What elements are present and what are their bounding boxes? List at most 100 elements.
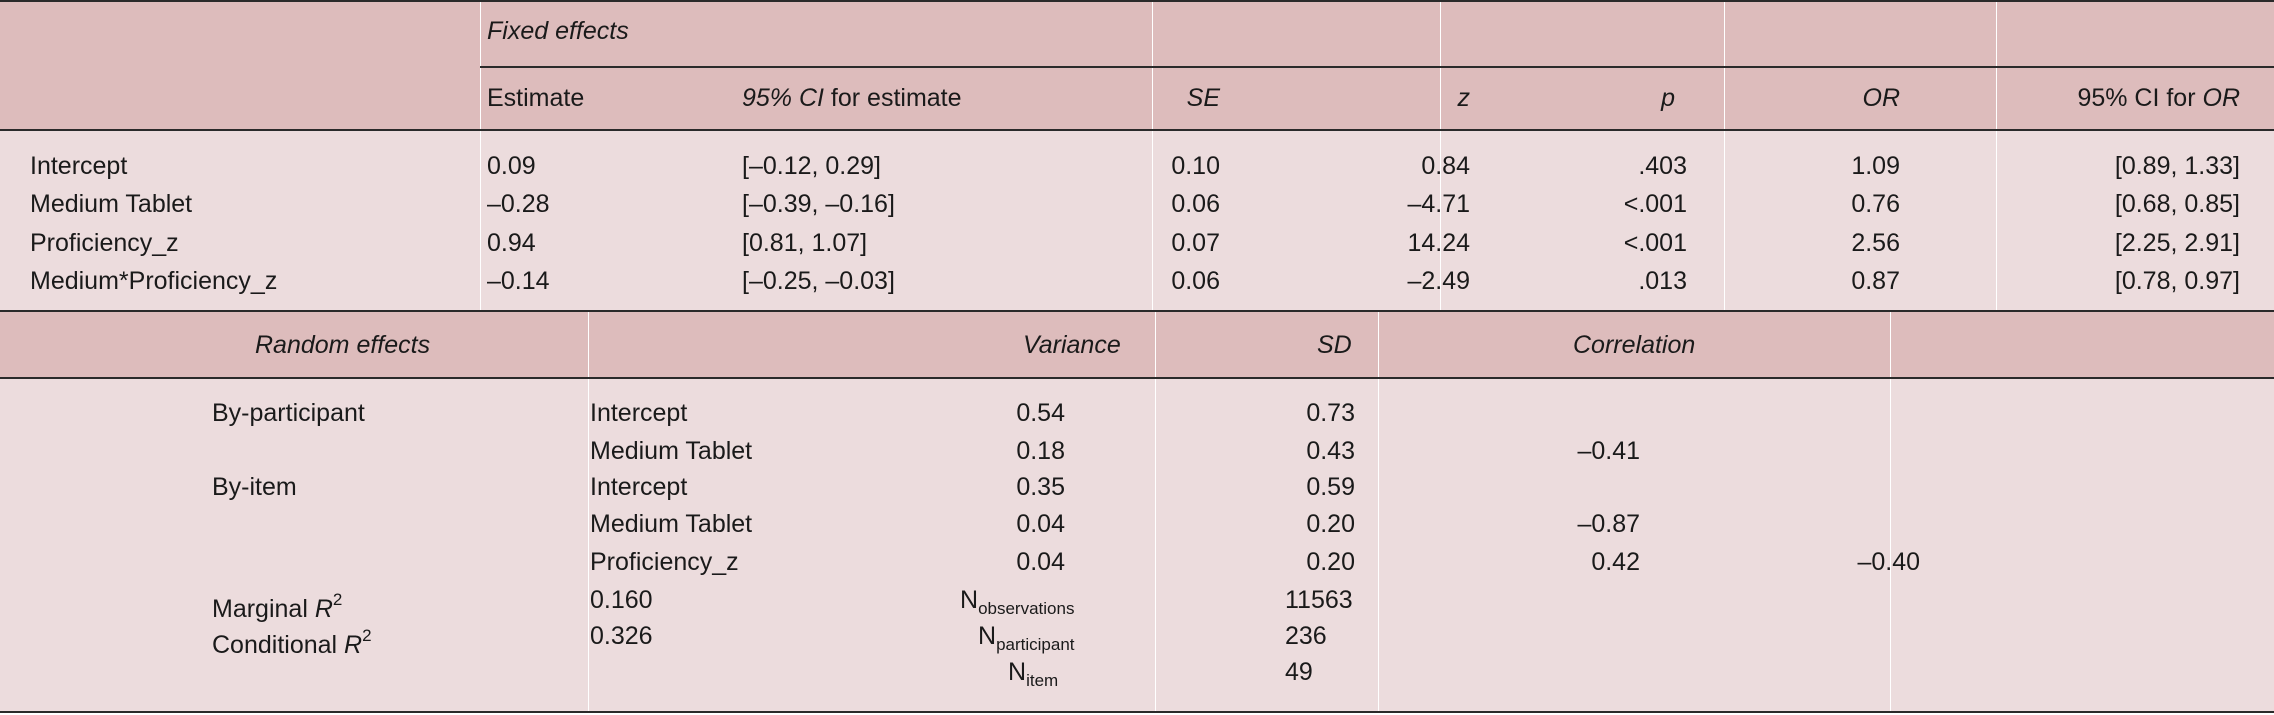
random-group-label: By-participant (212, 399, 365, 427)
n-observations-label: Nobservations (960, 585, 1074, 624)
random-variance-cell: 0.35 (1016, 473, 1065, 501)
random-variance-cell: 0.54 (1016, 399, 1065, 427)
col-header-ci-estimate-rest: for estimate (823, 84, 962, 112)
fixed-ci-estimate-cell: [–0.39, –0.16] (742, 190, 895, 218)
column-separator (1890, 311, 1891, 711)
col-header-estimate: Estimate (487, 84, 585, 112)
fixed-z-cell: 14.24 (1407, 229, 1470, 257)
fixed-row-label: Intercept (30, 152, 128, 180)
random-term-label: Proficiency_z (590, 548, 739, 576)
fixed-se-cell: 0.10 (1171, 152, 1220, 180)
col-header-or: OR (1862, 84, 1901, 112)
col-header-ci-estimate: 95% CI for estimate (742, 83, 962, 113)
marginal-label-text: Marginal (212, 595, 315, 623)
col-header-ci-or-plain: 95% CI for (2077, 84, 2203, 112)
n-symbol: N (978, 622, 997, 650)
fixed-estimate-cell: 0.94 (487, 229, 536, 257)
fixed-header-bottom-rule (0, 129, 2274, 131)
fixed-ci-or-cell: [2.25, 2.91] (2114, 229, 2240, 257)
random-sd-cell: 0.43 (1306, 437, 1355, 465)
top-rule (0, 0, 2274, 2)
fixed-ci-or-cell: [0.78, 0.97] (2114, 267, 2240, 295)
random-group-label: By-item (212, 473, 297, 501)
random-sd-cell: 0.73 (1306, 399, 1355, 427)
random-effects-title: Random effects (255, 331, 431, 359)
col-header-p: p (1661, 84, 1675, 112)
random-body-band (0, 379, 2274, 711)
random-variance-cell: 0.04 (1016, 510, 1065, 538)
random-corr1-cell: 0.42 (1591, 548, 1640, 576)
fixed-z-cell: –4.71 (1407, 190, 1470, 218)
squared-superscript: 2 (332, 590, 343, 609)
column-separator (588, 311, 589, 711)
fixed-z-cell: 0.84 (1421, 152, 1470, 180)
fixed-estimate-cell: –0.14 (487, 267, 550, 295)
random-corr1-cell: –0.41 (1577, 437, 1640, 465)
fixed-or-cell: 0.87 (1851, 267, 1900, 295)
col-header-se: SE (1186, 84, 1220, 112)
fixed-z-cell: –2.49 (1407, 267, 1470, 295)
fixed-p-cell: .403 (1638, 152, 1687, 180)
random-variance-cell: 0.18 (1016, 437, 1065, 465)
col-header-ci-estimate-italic: 95% CI (742, 84, 824, 112)
fixed-se-cell: 0.06 (1171, 190, 1220, 218)
random-variance-cell: 0.04 (1016, 548, 1065, 576)
fixed-ci-estimate-cell: [–0.12, 0.29] (742, 152, 882, 180)
col-header-ci-or: 95% CI for OR (1960, 83, 2240, 113)
fixed-or-cell: 1.09 (1851, 152, 1900, 180)
random-term-label: Intercept (590, 473, 688, 501)
fixed-header-subrule (480, 66, 2274, 68)
random-corr2-cell: –0.40 (1857, 548, 1920, 576)
fixed-effects-title: Fixed effects (487, 17, 629, 45)
column-separator (480, 2, 481, 311)
fixed-ci-estimate-cell: [–0.25, –0.03] (742, 267, 895, 295)
marginal-r2-value: 0.160 (590, 586, 653, 614)
n-participant-subscript: participant (996, 635, 1075, 654)
fixed-or-cell: 0.76 (1851, 190, 1900, 218)
fixed-ci-or-cell: [0.68, 0.85] (2114, 190, 2240, 218)
n-item-label: Nitem (1008, 657, 1058, 696)
col-header-variance: Variance (1023, 331, 1121, 359)
random-term-label: Medium Tablet (590, 437, 753, 465)
marginal-r2-label: Marginal R2 (212, 585, 342, 624)
column-separator (1152, 2, 1153, 311)
n-symbol: N (960, 586, 979, 614)
random-sd-cell: 0.20 (1306, 548, 1355, 576)
random-sd-cell: 0.59 (1306, 473, 1355, 501)
r-symbol: R (314, 595, 333, 623)
r-symbol: R (344, 631, 363, 659)
fixed-estimate-cell: 0.09 (487, 152, 536, 180)
conditional-r2-label: Conditional R2 (212, 621, 372, 660)
fixed-row-label: Proficiency_z (30, 229, 179, 257)
column-separator (1996, 2, 1997, 311)
fixed-se-cell: 0.06 (1171, 267, 1220, 295)
squared-superscript: 2 (362, 626, 372, 645)
col-header-ci-or-italic: OR (2202, 84, 2241, 112)
random-corr1-cell: –0.87 (1577, 510, 1640, 538)
fixed-row-label: Medium Tablet (30, 190, 193, 218)
fixed-se-cell: 0.07 (1171, 229, 1220, 257)
column-separator (1440, 2, 1441, 311)
random-header-band (0, 311, 2274, 379)
n-participant-value: 236 (1285, 622, 1327, 650)
fixed-ci-or-cell: [0.89, 1.33] (2114, 152, 2240, 180)
conditional-r2-value: 0.326 (590, 622, 653, 650)
col-header-z: z (1457, 84, 1471, 112)
col-header-sd: SD (1317, 331, 1352, 359)
n-observations-subscript: observations (978, 599, 1075, 618)
fixed-or-cell: 2.56 (1851, 229, 1900, 257)
n-item-subscript: item (1026, 671, 1059, 690)
column-separator (1378, 311, 1379, 711)
col-header-correlation: Correlation (1573, 331, 1696, 359)
fixed-row-label: Medium*Proficiency_z (30, 267, 278, 295)
random-header-bottom-rule (0, 377, 2274, 379)
random-term-label: Medium Tablet (590, 510, 753, 538)
n-symbol: N (1008, 658, 1027, 686)
bottom-rule (0, 711, 2274, 713)
random-term-label: Intercept (590, 399, 688, 427)
fixed-p-cell: <.001 (1623, 229, 1687, 257)
random-sd-cell: 0.20 (1306, 510, 1355, 538)
conditional-label-text: Conditional (212, 631, 345, 659)
n-observations-value: 11563 (1285, 586, 1353, 614)
